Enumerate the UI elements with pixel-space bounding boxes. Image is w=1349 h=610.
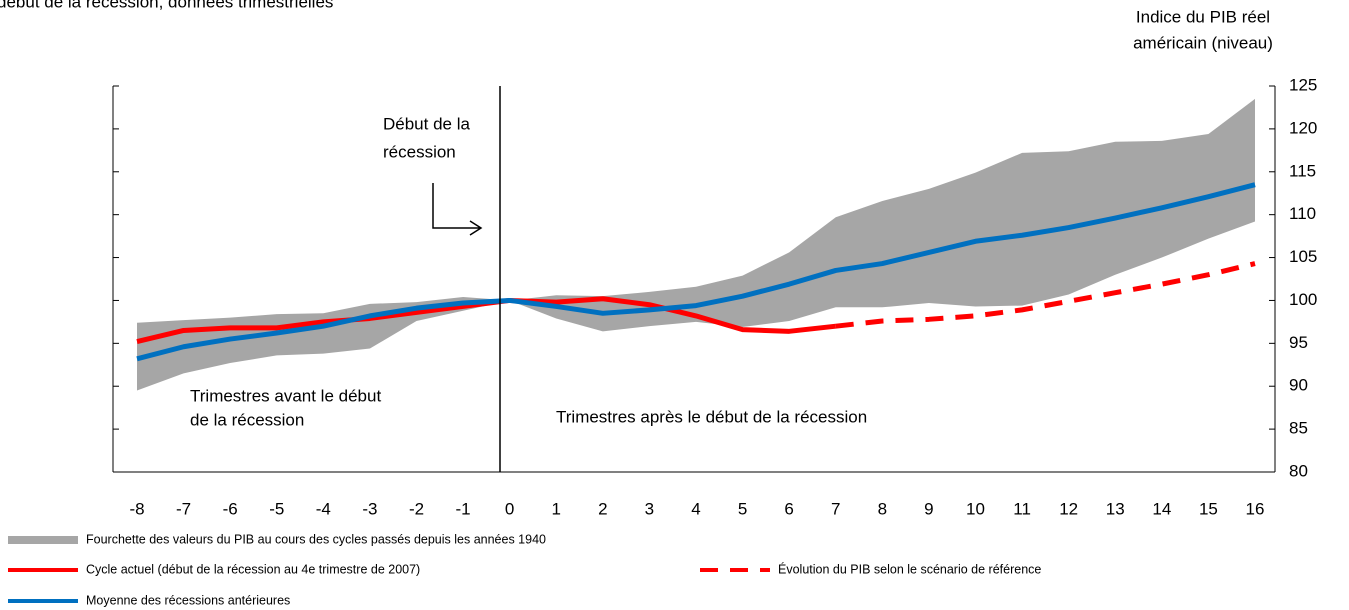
x-tick-label: 3 [645, 499, 654, 518]
x-tick-label: -4 [316, 499, 331, 518]
annotation: récession [383, 142, 456, 161]
x-tick-label: -5 [269, 499, 284, 518]
x-tick-label: 1 [552, 499, 561, 518]
range-band [137, 98, 1255, 391]
y-tick-label: 80 [1289, 461, 1308, 480]
x-tick-label: 6 [784, 499, 793, 518]
line [835, 261, 1256, 329]
x-tick-label: 11 [1013, 499, 1031, 518]
x-tick-label: 9 [924, 499, 933, 518]
annotation: Début de la [383, 114, 470, 133]
legend-label: Évolution du PIB selon le scénario de ré… [778, 561, 1041, 576]
y-tick-label: 115 [1289, 161, 1316, 180]
x-tick-label: 12 [1059, 499, 1078, 518]
x-tick-label: 14 [1152, 499, 1171, 518]
plot-area [112, 85, 1276, 473]
annotation: Trimestres avant le début [190, 386, 381, 405]
x-tick-label: 10 [966, 499, 985, 518]
arrow [432, 183, 483, 236]
y-tick-label: 100 [1289, 290, 1317, 309]
x-tick-label: -3 [362, 499, 377, 518]
y-tick-label: 95 [1289, 333, 1308, 352]
x-tick-label: -1 [456, 499, 471, 518]
legend-label: Moyenne des récessions antérieures [86, 593, 290, 607]
y-tick-label: 85 [1289, 419, 1308, 438]
x-tick-label: 15 [1199, 499, 1218, 518]
x-tick-label: 0 [505, 499, 514, 518]
x-tick-label: 4 [691, 499, 700, 518]
y-tick-label: 105 [1289, 247, 1317, 266]
y-axis-label: américain (niveau) [1133, 33, 1273, 52]
x-tick-label: 8 [878, 499, 887, 518]
x-tick-label: -6 [223, 499, 238, 518]
x-tick-label: 16 [1246, 499, 1265, 518]
y-tick-label: 90 [1289, 376, 1308, 395]
y-tick-label: 110 [1289, 204, 1316, 223]
x-tick-label: -8 [129, 499, 144, 518]
annotation: Trimestres après le début de la récessio… [556, 407, 867, 426]
y-tick-label: 120 [1289, 118, 1317, 137]
legend-label: Fourchette des valeurs du PIB au cours d… [86, 532, 546, 546]
x-tick-label: 13 [1106, 499, 1125, 518]
x-tick-label: -7 [176, 499, 191, 518]
x-tick-label: -2 [409, 499, 424, 518]
annotation: de la récession [190, 410, 304, 429]
y-axis-label: Indice du PIB réel [1136, 7, 1270, 26]
chart-title: début de la récession, données trimestri… [0, 0, 333, 11]
x-tick-label: 5 [738, 499, 747, 518]
x-tick-label: 2 [598, 499, 607, 518]
line [136, 182, 1256, 362]
legend-label: Cycle actuel (début de la récession au 4… [86, 562, 420, 576]
y-tick-label: 125 [1289, 75, 1317, 94]
x-tick-label: 7 [831, 499, 840, 518]
